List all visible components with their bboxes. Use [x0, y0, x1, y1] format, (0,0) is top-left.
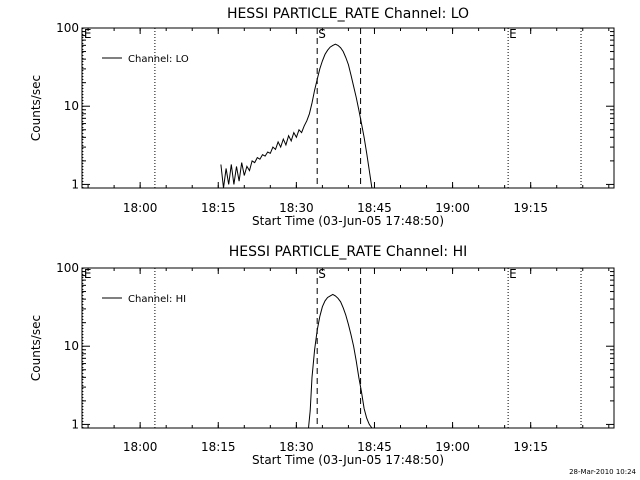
hi-channel-plot: HESSI PARTICLE_RATE Channel: HI 18:00 18:1… — [29, 244, 615, 467]
x-tick-label: 18:30 — [279, 201, 314, 215]
plot-frame — [81, 267, 615, 429]
time-marker-label: E — [84, 267, 92, 281]
y-tick-label: 10 — [64, 339, 79, 353]
x-axis-label: Start Time (03-Jun-05 17:48:50) — [252, 214, 444, 228]
x-tick-label: 19:15 — [513, 440, 548, 454]
legend-entry: Channel: LO — [128, 54, 189, 65]
x-tick-label: 18:15 — [201, 440, 236, 454]
time-marker-label: S — [318, 27, 326, 41]
x-axis-label: Start Time (03-Jun-05 17:48:50) — [252, 453, 444, 467]
series-line — [308, 293, 373, 429]
time-marker-label: E — [84, 27, 92, 41]
time-marker-label: S — [318, 267, 326, 281]
plot-title: HESSI PARTICLE_RATE Channel: LO — [227, 6, 469, 22]
y-axis-label: Counts/sec — [29, 315, 43, 381]
x-tick-label: 19:15 — [513, 201, 548, 215]
x-tick-label: 19:00 — [435, 201, 470, 215]
y-tick-label: 10 — [64, 99, 79, 113]
time-marker-label: E — [509, 27, 517, 41]
x-tick-label: 18:45 — [357, 440, 392, 454]
legend-entry: Channel: HI — [128, 294, 186, 305]
time-marker-label: E — [509, 267, 517, 281]
y-tick-label: 1 — [71, 177, 79, 191]
plot-frame — [81, 27, 615, 189]
x-tick-label: 18:45 — [357, 201, 392, 215]
y-tick-label: 100 — [56, 21, 79, 35]
x-tick-label: 18:15 — [201, 201, 236, 215]
x-tick-label: 19:00 — [435, 440, 470, 454]
y-tick-label: 100 — [56, 261, 79, 275]
lo-channel-plot: HESSI PARTICLE_RATE Channel: LO 18:00 18:1… — [29, 6, 615, 228]
y-tick-label: 1 — [71, 417, 79, 431]
y-axis-label: Counts/sec — [29, 75, 43, 141]
plot-title: HESSI PARTICLE_RATE Channel: HI — [229, 244, 467, 260]
series-line — [220, 43, 373, 189]
x-tick-label: 18:00 — [123, 201, 158, 215]
x-tick-label: 18:00 — [123, 440, 158, 454]
x-tick-label: 18:30 — [279, 440, 314, 454]
footer-timestamp: 28-Mar-2010 10:24 — [569, 468, 636, 476]
